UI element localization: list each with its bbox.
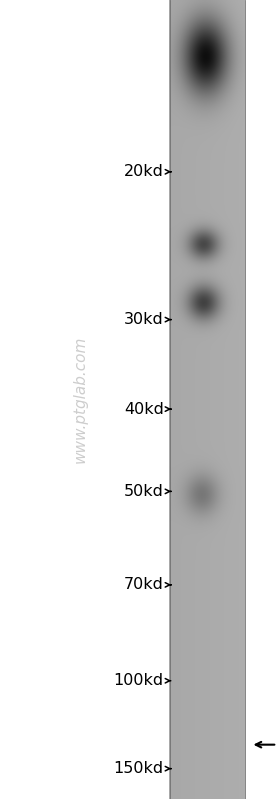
Text: 70kd: 70kd	[124, 578, 164, 592]
Text: 20kd: 20kd	[124, 165, 164, 179]
Text: 40kd: 40kd	[124, 402, 164, 416]
Text: 30kd: 30kd	[124, 312, 164, 327]
Text: 50kd: 50kd	[124, 484, 164, 499]
Text: 150kd: 150kd	[114, 761, 164, 776]
Text: www.ptglab.com: www.ptglab.com	[72, 336, 87, 463]
Text: 100kd: 100kd	[114, 674, 164, 688]
